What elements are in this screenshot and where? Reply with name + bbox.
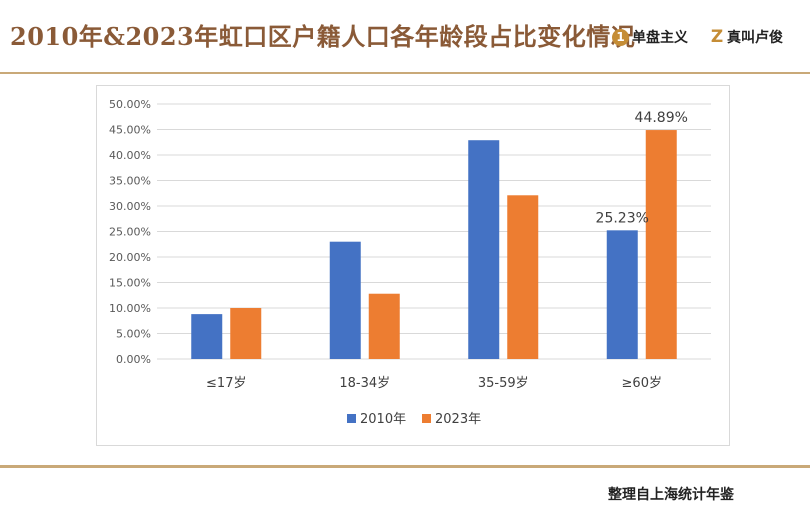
- bar-2010: [606, 230, 638, 359]
- y-tick-label: 20.00%: [109, 251, 151, 264]
- brand-danpan: 1 单盘主义: [612, 27, 688, 47]
- x-tick-label: ≥60岁: [622, 376, 662, 391]
- brand-zhenjiao: Z 真叫卢俊: [710, 27, 783, 47]
- legend-swatch-2023: [422, 414, 431, 423]
- y-tick-label: 40.00%: [109, 149, 151, 162]
- legend-label: 2023年: [435, 412, 481, 427]
- data-label: 44.89%: [635, 110, 688, 126]
- bar-chart: 0.00% 5.00% 10.00% 15.00% 20.00% 25.00% 30.00%…: [109, 98, 711, 427]
- x-tick-label: 18-34岁: [339, 376, 390, 391]
- y-tick-label: 15.00%: [109, 277, 151, 290]
- bar-2023: [645, 130, 677, 359]
- legend-swatch-2010: [347, 414, 356, 423]
- bar-2023: [230, 308, 262, 359]
- brand-z-icon: Z: [710, 27, 724, 47]
- y-tick-label: 5.00%: [116, 328, 151, 341]
- header-divider: [0, 72, 810, 74]
- bar-2023: [368, 293, 400, 359]
- bar-2023: [507, 195, 539, 359]
- bar-2010: [468, 140, 500, 359]
- y-tick-label: 10.00%: [109, 302, 151, 315]
- y-tick-label: 35.00%: [109, 175, 151, 188]
- bar-2010: [329, 241, 361, 359]
- page-title: 2010年&2023年虹口区户籍人口各年龄段占比变化情况: [10, 22, 636, 51]
- brand-one-icon: 1: [612, 28, 629, 46]
- y-tick-label: 45.00%: [109, 124, 151, 137]
- y-tick-label: 50.00%: [109, 98, 151, 111]
- x-tick-label: ≤17岁: [206, 376, 246, 391]
- brand-zhenjiao-label: 真叫卢俊: [727, 30, 783, 46]
- y-tick-label: 0.00%: [116, 353, 151, 366]
- x-tick-label: 35-59岁: [478, 376, 529, 391]
- y-tick-label: 30.00%: [109, 200, 151, 213]
- y-tick-label: 25.00%: [109, 226, 151, 239]
- data-label: 25.23%: [596, 210, 649, 226]
- source-note: 整理自上海统计年鉴: [608, 487, 734, 503]
- legend-label: 2010年: [360, 412, 406, 427]
- brand-danpan-label: 单盘主义: [632, 30, 688, 46]
- footer-divider: [0, 465, 810, 468]
- chart-frame: 0.00% 5.00% 10.00% 15.00% 20.00% 25.00% 30.00%…: [96, 85, 730, 446]
- bar-2010: [191, 314, 223, 359]
